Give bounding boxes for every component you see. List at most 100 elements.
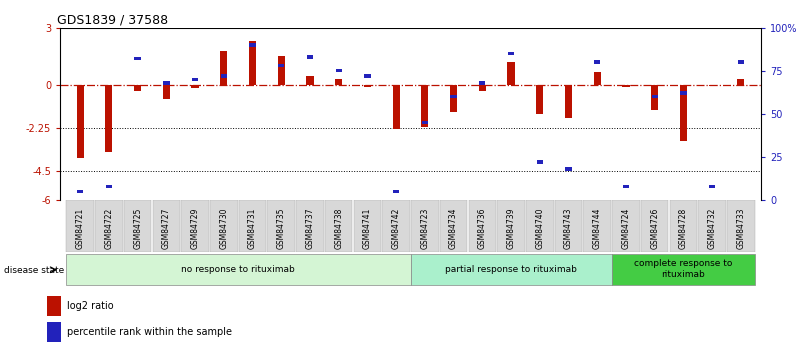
Bar — [220, 74, 227, 78]
Bar — [594, 72, 601, 85]
Bar — [77, 85, 84, 158]
Bar — [152, 200, 180, 252]
Text: no response to rituximab: no response to rituximab — [181, 265, 295, 274]
Text: GSM84741: GSM84741 — [363, 208, 372, 249]
Bar — [680, 91, 686, 95]
Bar — [307, 55, 313, 59]
Bar — [393, 190, 400, 193]
Bar — [105, 85, 112, 152]
Bar — [623, 185, 629, 188]
Bar — [124, 200, 151, 252]
Bar — [537, 160, 543, 164]
Bar — [220, 51, 227, 85]
Bar — [411, 200, 439, 252]
Bar — [497, 200, 525, 252]
Bar — [622, 85, 630, 87]
Bar — [469, 200, 496, 252]
Text: GSM84724: GSM84724 — [622, 208, 630, 249]
Bar — [268, 200, 295, 252]
Bar — [440, 200, 468, 252]
Bar — [249, 41, 256, 85]
Text: GSM84744: GSM84744 — [593, 208, 602, 249]
Text: GSM84732: GSM84732 — [707, 208, 717, 249]
Text: complete response to
rituximab: complete response to rituximab — [634, 259, 733, 279]
Bar — [737, 79, 744, 85]
Bar — [163, 85, 170, 99]
Text: disease state: disease state — [4, 266, 64, 275]
Bar — [66, 200, 94, 252]
Bar — [364, 85, 371, 87]
Bar — [239, 200, 266, 252]
Text: GSM84737: GSM84737 — [305, 208, 315, 249]
Bar — [479, 85, 486, 91]
Text: GSM84736: GSM84736 — [478, 208, 487, 249]
Bar — [536, 85, 543, 114]
Bar — [278, 56, 285, 85]
Bar — [210, 200, 238, 252]
Bar — [95, 200, 123, 252]
Bar — [421, 85, 429, 127]
Bar — [526, 200, 553, 252]
Text: GSM84722: GSM84722 — [104, 208, 114, 249]
Bar — [651, 95, 658, 98]
Bar — [680, 85, 687, 141]
Text: GSM84740: GSM84740 — [535, 208, 544, 249]
Text: GSM84730: GSM84730 — [219, 208, 228, 249]
Bar — [709, 185, 715, 188]
Bar — [508, 62, 514, 85]
Bar — [641, 200, 669, 252]
Text: GSM84726: GSM84726 — [650, 208, 659, 249]
Bar — [192, 78, 198, 81]
Text: percentile rank within the sample: percentile rank within the sample — [67, 327, 231, 337]
Bar — [296, 200, 324, 252]
Text: GSM84727: GSM84727 — [162, 208, 171, 249]
Text: GSM84733: GSM84733 — [736, 208, 746, 249]
Bar — [353, 200, 381, 252]
Bar — [450, 85, 457, 112]
Text: GSM84734: GSM84734 — [449, 208, 458, 249]
Bar — [727, 200, 755, 252]
Text: GSM84725: GSM84725 — [133, 208, 142, 249]
Text: GSM84729: GSM84729 — [191, 208, 199, 249]
Bar — [325, 200, 352, 252]
Bar — [670, 200, 697, 252]
Bar — [612, 200, 640, 252]
Bar — [392, 85, 400, 129]
Bar — [135, 57, 141, 60]
Bar — [335, 79, 342, 85]
Bar — [698, 200, 726, 252]
Bar — [278, 64, 284, 67]
Bar — [612, 254, 755, 285]
Text: GSM84738: GSM84738 — [334, 208, 343, 249]
Bar — [163, 81, 170, 85]
Text: partial response to rituximab: partial response to rituximab — [445, 265, 577, 274]
Text: GSM84739: GSM84739 — [506, 208, 516, 249]
Bar — [134, 85, 141, 91]
Text: log2 ratio: log2 ratio — [67, 302, 114, 311]
Bar — [47, 296, 62, 316]
Bar — [382, 200, 410, 252]
Bar — [364, 74, 371, 78]
Bar — [47, 322, 62, 342]
Text: GSM84731: GSM84731 — [248, 208, 257, 249]
Bar — [651, 85, 658, 110]
Bar — [421, 121, 428, 124]
Text: GSM84728: GSM84728 — [679, 208, 688, 249]
Bar — [249, 43, 256, 47]
Bar — [77, 190, 83, 193]
Bar — [66, 254, 410, 285]
Text: GSM84723: GSM84723 — [421, 208, 429, 249]
Bar — [566, 167, 572, 171]
Text: GSM84742: GSM84742 — [392, 208, 400, 249]
Bar — [479, 81, 485, 85]
Bar — [191, 85, 199, 88]
Bar — [336, 69, 342, 72]
Text: GDS1839 / 37588: GDS1839 / 37588 — [57, 13, 167, 27]
Bar — [450, 95, 457, 98]
Bar — [106, 185, 112, 188]
Bar — [583, 200, 611, 252]
Text: GSM84721: GSM84721 — [75, 208, 85, 249]
Bar — [181, 200, 209, 252]
Bar — [565, 85, 572, 118]
Bar — [555, 200, 582, 252]
